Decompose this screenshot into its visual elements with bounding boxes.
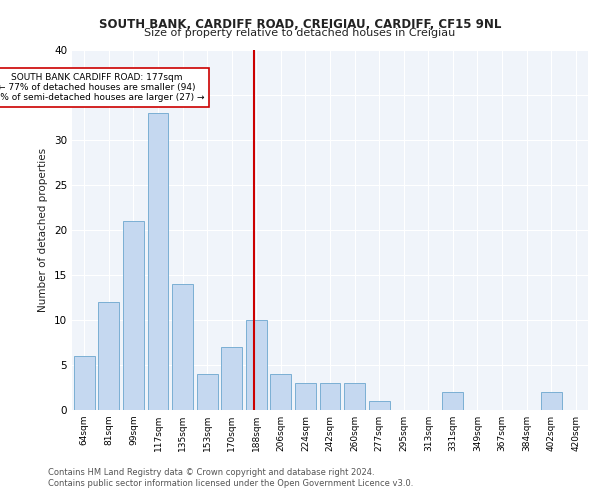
Bar xyxy=(344,383,365,410)
Bar xyxy=(295,383,316,410)
Bar xyxy=(541,392,562,410)
Bar xyxy=(320,383,340,410)
Bar xyxy=(98,302,119,410)
Bar xyxy=(123,221,144,410)
Bar xyxy=(221,347,242,410)
Text: Size of property relative to detached houses in Creigiau: Size of property relative to detached ho… xyxy=(145,28,455,38)
Text: SOUTH BANK CARDIFF ROAD: 177sqm
← 77% of detached houses are smaller (94)
22% of: SOUTH BANK CARDIFF ROAD: 177sqm ← 77% of… xyxy=(0,72,205,102)
Bar xyxy=(442,392,463,410)
Bar xyxy=(148,113,169,410)
Bar xyxy=(172,284,193,410)
Bar xyxy=(271,374,292,410)
Bar xyxy=(74,356,95,410)
Text: Contains HM Land Registry data © Crown copyright and database right 2024.
Contai: Contains HM Land Registry data © Crown c… xyxy=(48,468,413,487)
Bar xyxy=(197,374,218,410)
Bar xyxy=(368,401,389,410)
Y-axis label: Number of detached properties: Number of detached properties xyxy=(38,148,49,312)
Text: SOUTH BANK, CARDIFF ROAD, CREIGIAU, CARDIFF, CF15 9NL: SOUTH BANK, CARDIFF ROAD, CREIGIAU, CARD… xyxy=(99,18,501,30)
Bar xyxy=(246,320,267,410)
